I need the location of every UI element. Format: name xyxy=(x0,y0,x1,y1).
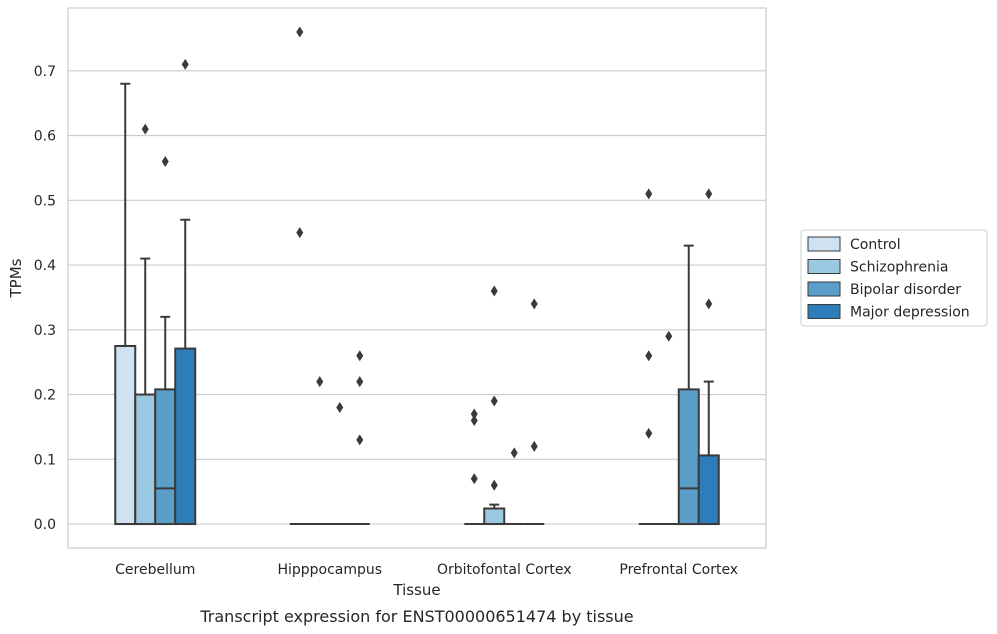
box-3-2 xyxy=(524,298,545,526)
y-tick-label: 0.3 xyxy=(34,323,56,339)
outlier-point xyxy=(296,227,304,239)
outlier-point xyxy=(490,285,498,297)
boxes xyxy=(114,26,720,526)
box-3-1 xyxy=(349,350,370,526)
box-body xyxy=(154,388,177,526)
x-tick-label: Prefrontal Cortex xyxy=(619,562,738,578)
outlier-point xyxy=(141,123,149,135)
legend-label: Schizophrenia xyxy=(850,260,948,276)
box-3-0 xyxy=(174,58,197,526)
outlier-point xyxy=(356,350,364,362)
legend-swatch xyxy=(807,259,841,274)
box-1-1 xyxy=(309,376,330,526)
outlier-point xyxy=(510,447,518,459)
x-tick-label: Hipppocampus xyxy=(277,562,382,578)
box-body xyxy=(677,388,700,526)
box-body xyxy=(697,454,720,526)
legend: Control Schizophrenia Bipolar disorder Majo… xyxy=(800,229,988,327)
outlier-point xyxy=(705,188,713,200)
x-tick-labels: Cerebellum Hipppocampus Orbitofontal Corte… xyxy=(115,562,738,578)
outlier-point xyxy=(490,479,498,491)
box-2-1 xyxy=(329,401,350,526)
box-body xyxy=(174,347,197,526)
outlier-point xyxy=(181,58,189,70)
outlier-point xyxy=(490,395,498,407)
legend-frame xyxy=(800,229,988,327)
y-axis-title: TPMs xyxy=(7,258,25,298)
legend-items: Control Schizophrenia Bipolar disorder Majo… xyxy=(807,236,970,321)
legend-label: Control xyxy=(850,237,901,253)
box-1-3 xyxy=(658,330,679,526)
outlier-point xyxy=(316,376,324,388)
chart-caption: Transcript expression for ENST0000065147… xyxy=(199,607,633,626)
outlier-point xyxy=(530,440,538,452)
box-2-2 xyxy=(504,447,525,526)
box-2-3 xyxy=(677,244,700,526)
outlier-point xyxy=(161,155,169,167)
box-0-1 xyxy=(289,26,310,526)
box-0-3 xyxy=(638,188,659,526)
outlier-point xyxy=(470,414,478,426)
y-tick-label: 0.0 xyxy=(34,517,56,533)
outlier-point xyxy=(530,298,538,310)
outlier-point xyxy=(470,408,478,420)
legend-swatch xyxy=(807,236,841,252)
outlier-point xyxy=(705,298,713,310)
y-tick-label: 0.6 xyxy=(34,129,56,145)
y-tick-labels: 0.0 0.1 0.2 0.3 0.4 0.5 0.6 0.7 xyxy=(34,64,56,533)
box-body xyxy=(114,344,137,526)
box-0-2 xyxy=(464,408,485,526)
outlier-point xyxy=(645,350,653,362)
box-2-0 xyxy=(154,155,177,526)
x-tick-label: Orbitofontal Cortex xyxy=(437,562,572,578)
outlier-point xyxy=(665,330,673,342)
outlier-point xyxy=(296,26,304,38)
outlier-point xyxy=(356,434,364,446)
x-tick-label: Cerebellum xyxy=(115,562,195,578)
outlier-point xyxy=(645,188,653,200)
y-tick-label: 0.2 xyxy=(34,388,56,404)
y-tick-label: 0.5 xyxy=(34,193,56,209)
y-tick-label: 0.1 xyxy=(34,452,56,468)
box-3-3 xyxy=(697,188,720,526)
legend-label: Bipolar disorder xyxy=(850,282,961,298)
box-body xyxy=(134,393,157,526)
outlier-point xyxy=(356,376,364,388)
y-tick-label: 0.7 xyxy=(34,64,56,80)
legend-swatch xyxy=(807,304,841,319)
x-axis-title: Tissue xyxy=(392,581,440,599)
legend-label: Major depression xyxy=(850,305,970,321)
box-body xyxy=(483,507,506,526)
box-1-2 xyxy=(483,285,506,526)
outlier-point xyxy=(645,427,653,439)
y-tick-label: 0.4 xyxy=(34,258,56,274)
legend-swatch xyxy=(807,281,841,297)
outlier-point xyxy=(336,401,344,413)
outlier-point xyxy=(470,473,478,485)
